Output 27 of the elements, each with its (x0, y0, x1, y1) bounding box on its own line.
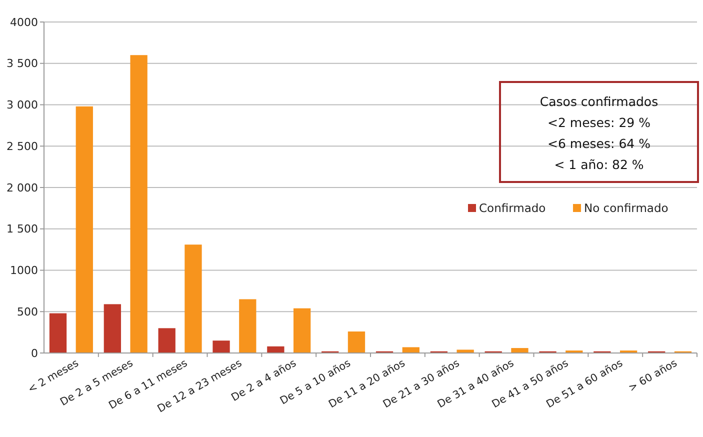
legend-label: No confirmado (584, 201, 668, 215)
bar (130, 55, 148, 353)
y-tick-label: 0 (31, 346, 38, 360)
bar (456, 350, 474, 353)
bar (293, 308, 311, 353)
bar (402, 347, 420, 353)
y-tick-label: 2 000 (6, 181, 38, 194)
y-tick-label: 500 (17, 305, 38, 318)
annotation: Casos confirmados <2 meses: 29 % <6 meses: 64 % < 1 año: 82 % (540, 94, 658, 172)
bar (158, 328, 176, 353)
bar (104, 304, 122, 353)
bar (511, 348, 528, 353)
bar (76, 106, 93, 353)
bar (49, 313, 67, 353)
y-tick-label: 1 500 (6, 222, 38, 236)
y-tick-label: 1000 (10, 264, 38, 278)
bar (184, 244, 202, 353)
bar (212, 340, 230, 353)
bar (267, 346, 284, 353)
y-tick-label: 3 500 (6, 57, 38, 70)
x-tick-label: > 60 años (626, 357, 680, 395)
bar (348, 331, 366, 353)
y-tick-label: 2 500 (6, 140, 38, 153)
y-tick-label: 3 000 (6, 98, 38, 112)
legend-label: Confirmado (479, 201, 546, 215)
y-tick-label: 4000 (10, 16, 38, 29)
bar (239, 299, 256, 353)
